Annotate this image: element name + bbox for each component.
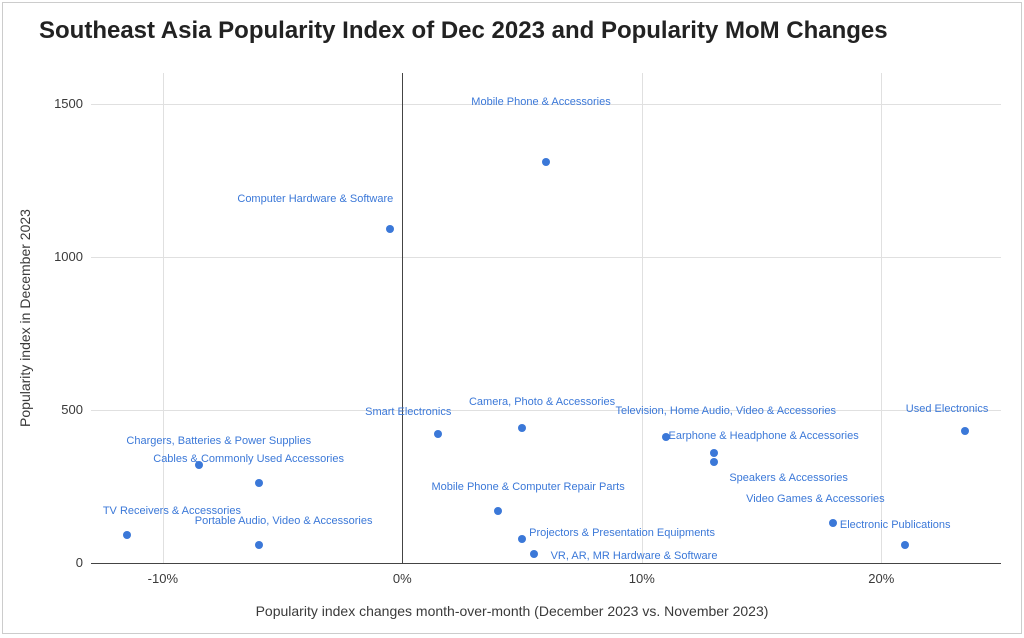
data-label: Mobile Phone & Computer Repair Parts xyxy=(431,481,624,493)
data-point xyxy=(530,550,538,558)
data-point xyxy=(434,430,442,438)
gridline-v xyxy=(881,73,882,563)
data-label: Computer Hardware & Software xyxy=(237,193,393,205)
x-tick-label: 20% xyxy=(868,571,894,586)
data-label: Chargers, Batteries & Power Supplies xyxy=(126,435,311,447)
data-point xyxy=(710,449,718,457)
data-point xyxy=(386,225,394,233)
axis-zero-horizontal xyxy=(91,563,1001,564)
x-tick-label: -10% xyxy=(148,571,178,586)
data-point xyxy=(123,531,131,539)
x-tick-label: 0% xyxy=(393,571,412,586)
data-point xyxy=(494,507,502,515)
axis-zero-vertical xyxy=(402,73,403,563)
data-point xyxy=(518,424,526,432)
data-label: VR, AR, MR Hardware & Software xyxy=(551,550,718,562)
data-point xyxy=(518,535,526,543)
data-label: Projectors & Presentation Equipments xyxy=(529,527,715,539)
data-label: Speakers & Accessories xyxy=(729,472,848,484)
data-point xyxy=(829,519,837,527)
x-axis-label: Popularity index changes month-over-mont… xyxy=(256,603,769,619)
gridline-h xyxy=(91,257,1001,258)
y-tick-label: 0 xyxy=(23,555,83,570)
data-point xyxy=(901,541,909,549)
plot-area: 050010001500-10%0%10%20%Mobile Phone & A… xyxy=(91,73,1001,563)
chart-frame: Southeast Asia Popularity Index of Dec 2… xyxy=(2,2,1022,634)
data-point xyxy=(961,427,969,435)
data-label: Used Electronics xyxy=(906,403,989,415)
data-label: Smart Electronics xyxy=(365,406,451,418)
data-label: Television, Home Audio, Video & Accessor… xyxy=(615,405,836,417)
data-point xyxy=(255,541,263,549)
gridline-v xyxy=(163,73,164,563)
chart-title: Southeast Asia Popularity Index of Dec 2… xyxy=(39,17,888,45)
data-label: Electronic Publications xyxy=(840,519,951,531)
gridline-h xyxy=(91,410,1001,411)
data-label: Video Games & Accessories xyxy=(746,493,885,505)
data-label: Mobile Phone & Accessories xyxy=(471,96,610,108)
x-tick-label: 10% xyxy=(629,571,655,586)
data-label: Earphone & Headphone & Accessories xyxy=(669,430,859,442)
data-label: Portable Audio, Video & Accessories xyxy=(195,515,373,527)
data-label: Cables & Commonly Used Accessories xyxy=(153,453,344,465)
data-point xyxy=(542,158,550,166)
gridline-v xyxy=(642,73,643,563)
y-axis-label: Popularity index in December 2023 xyxy=(17,209,33,427)
data-label: Camera, Photo & Accessories xyxy=(469,396,615,408)
data-point xyxy=(710,458,718,466)
data-point xyxy=(255,479,263,487)
y-tick-label: 1500 xyxy=(23,96,83,111)
